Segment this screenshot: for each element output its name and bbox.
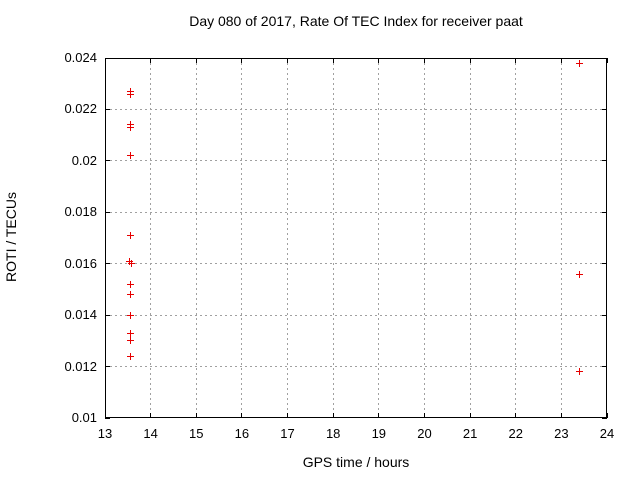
y-tick-label: 0.018 (64, 204, 97, 220)
x-tick-mark-bottom (195, 413, 197, 418)
gridline-horizontal (105, 263, 607, 265)
y-tick-mark-right (602, 417, 607, 419)
chart-title: Day 080 of 2017, Rate Of TEC Index for r… (189, 13, 523, 29)
gridline-vertical (195, 58, 197, 418)
x-tick-mark-top (150, 58, 152, 63)
gridline-vertical (515, 58, 517, 418)
x-tick-mark-bottom (515, 413, 517, 418)
gridline-horizontal (105, 108, 607, 110)
data-point-marker (127, 312, 134, 319)
data-point-marker (576, 368, 583, 375)
x-tick-mark-bottom (560, 413, 562, 418)
x-tick-label: 18 (325, 426, 341, 441)
plot-area (105, 58, 607, 418)
gridline-vertical (378, 58, 380, 418)
x-tick-label: 23 (554, 426, 569, 441)
y-tick-mark-left (105, 366, 110, 368)
y-tick-label: 0.024 (64, 50, 97, 65)
y-tick-label: 0.022 (64, 101, 97, 117)
y-tick-label: 0.02 (71, 152, 97, 168)
y-tick-mark-left (105, 263, 110, 265)
data-point-marker (127, 291, 134, 298)
x-tick-mark-top (195, 58, 197, 63)
data-point-marker (126, 258, 133, 265)
x-tick-label: 21 (462, 426, 478, 441)
y-tick-mark-right (602, 57, 607, 59)
y-tick-label: 0.016 (64, 255, 97, 271)
x-tick-mark-bottom (378, 413, 380, 418)
gridline-horizontal (105, 160, 607, 162)
data-point-marker (127, 337, 134, 344)
y-tick-mark-left (105, 211, 110, 213)
data-point-marker (127, 330, 134, 337)
x-tick-label: 20 (417, 426, 432, 441)
gridline-horizontal (105, 211, 607, 213)
x-tick-mark-top (560, 58, 562, 63)
x-tick-label: 24 (599, 426, 615, 441)
x-tick-mark-top (469, 58, 471, 63)
data-point-marker (127, 281, 134, 288)
y-tick-mark-left (105, 160, 110, 162)
x-tick-mark-bottom (287, 413, 289, 418)
x-tick-mark-top (606, 58, 608, 63)
gridline-vertical (560, 58, 562, 418)
x-tick-mark-top (241, 58, 243, 63)
x-tick-label: 19 (371, 426, 387, 441)
data-point-marker (127, 91, 134, 98)
data-point-marker (127, 152, 134, 159)
x-tick-mark-top (378, 58, 380, 63)
x-tick-label: 13 (97, 426, 113, 441)
x-tick-label: 14 (143, 426, 158, 441)
y-tick-mark-left (105, 57, 110, 59)
x-tick-mark-top (104, 58, 106, 63)
x-tick-label: 16 (234, 426, 250, 441)
gridline-horizontal (105, 314, 607, 316)
y-tick-mark-left (105, 417, 110, 419)
gridline-vertical (423, 58, 425, 418)
y-tick-mark-right (602, 160, 607, 162)
x-tick-mark-top (332, 58, 334, 63)
gridline-vertical (150, 58, 152, 418)
gridline-horizontal (105, 366, 607, 368)
y-tick-mark-left (105, 314, 110, 316)
x-tick-mark-top (515, 58, 517, 63)
data-point-marker (127, 232, 134, 239)
x-tick-mark-bottom (150, 413, 152, 418)
y-tick-label: 0.01 (71, 410, 97, 425)
y-tick-mark-right (602, 366, 607, 368)
x-tick-mark-bottom (241, 413, 243, 418)
gridline-vertical (241, 58, 243, 418)
y-tick-mark-right (602, 263, 607, 265)
y-tick-label: 0.012 (64, 358, 97, 374)
data-point-marker (127, 124, 134, 131)
data-point-marker (127, 353, 134, 360)
gridline-vertical (332, 58, 334, 418)
y-tick-mark-right (602, 108, 607, 110)
x-tick-mark-bottom (469, 413, 471, 418)
y-tick-mark-left (105, 108, 110, 110)
y-axis-title: ROTI / TECUs (3, 192, 19, 282)
x-tick-label: 22 (508, 426, 523, 441)
x-axis-title: GPS time / hours (302, 454, 410, 470)
y-tick-mark-right (602, 314, 607, 316)
y-tick-mark-right (602, 211, 607, 213)
x-tick-label: 15 (189, 426, 204, 441)
x-tick-mark-top (287, 58, 289, 63)
x-tick-mark-bottom (104, 413, 106, 418)
x-tick-label: 17 (280, 426, 295, 441)
x-tick-mark-top (423, 58, 425, 63)
x-tick-mark-bottom (423, 413, 425, 418)
y-tick-label: 0.014 (64, 307, 97, 323)
data-point-marker (576, 60, 583, 67)
x-tick-mark-bottom (606, 413, 608, 418)
gridline-vertical (469, 58, 471, 418)
x-tick-mark-bottom (332, 413, 334, 418)
gridline-vertical (287, 58, 289, 418)
data-point-marker (576, 271, 583, 278)
data-point-marker (128, 260, 135, 267)
